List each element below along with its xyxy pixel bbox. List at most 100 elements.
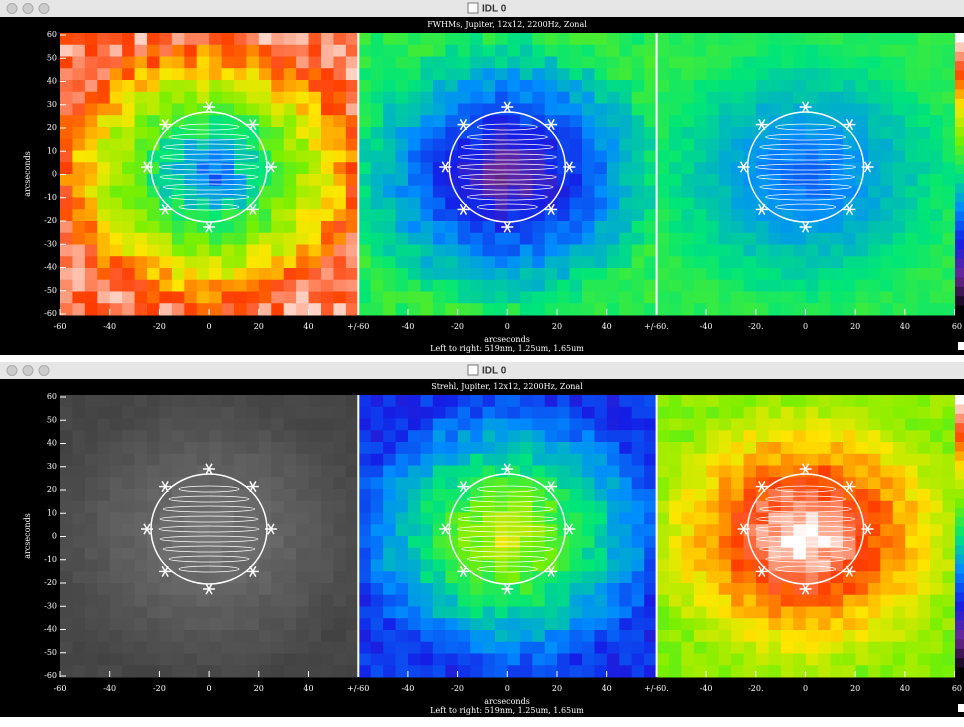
heatmap-cell	[831, 454, 844, 466]
heatmap-cell	[632, 80, 645, 92]
heatmap-cell	[942, 268, 955, 280]
heatmap-cell	[147, 454, 160, 466]
heatmap-cell	[582, 595, 595, 607]
heatmap-cell	[358, 560, 371, 572]
heatmap-cell	[557, 209, 570, 221]
heatmap-cell	[607, 560, 620, 572]
heatmap-cell	[122, 162, 135, 174]
heatmap-cell	[321, 174, 334, 186]
heatmap-cell	[72, 560, 85, 572]
heatmap-cell	[918, 442, 931, 454]
heatmap-cell	[172, 186, 185, 198]
heatmap-cell	[632, 104, 645, 116]
heatmap-cell	[383, 151, 396, 163]
heatmap-cell	[557, 303, 570, 315]
heatmap-cell	[396, 92, 409, 104]
heatmap-cell	[470, 33, 483, 45]
heatmap-cell	[843, 419, 856, 431]
heatmap-cell	[880, 548, 893, 560]
heatmap-cell	[793, 33, 806, 45]
heatmap-cell	[147, 292, 160, 304]
heatmap-cell	[383, 280, 396, 292]
heatmap-cell	[918, 513, 931, 525]
heatmap-cell	[72, 536, 85, 548]
heatmap-cell	[184, 292, 197, 304]
heatmap-cell	[744, 80, 757, 92]
window-button[interactable]	[7, 366, 17, 376]
heatmap-cell	[619, 419, 632, 431]
window-button[interactable]	[23, 366, 33, 376]
heatmap-cell	[744, 618, 757, 630]
heatmap-cell	[731, 256, 744, 268]
colorbar-cell	[955, 221, 964, 231]
heatmap-cell	[768, 583, 781, 595]
heatmap-cell	[458, 245, 471, 257]
heatmap-cell	[483, 57, 496, 69]
heatmap-cell	[259, 618, 272, 630]
heatmap-cell	[607, 303, 620, 315]
heatmap-cell	[284, 477, 297, 489]
heatmap-cell	[371, 186, 384, 198]
heatmap-cell	[719, 139, 732, 151]
heatmap-cell	[209, 68, 222, 80]
heatmap-cell	[110, 419, 123, 431]
heatmap-cell	[706, 595, 719, 607]
heatmap-cell	[545, 607, 558, 619]
heatmap-cell	[806, 33, 819, 45]
heatmap-cell	[806, 303, 819, 315]
heatmap-cell	[234, 642, 247, 654]
heatmap-cell	[85, 104, 98, 116]
heatmap-cell	[694, 245, 707, 257]
heatmap-cell	[122, 665, 135, 677]
heatmap-cell	[60, 477, 73, 489]
heatmap-cell	[793, 127, 806, 139]
heatmap-cell	[657, 151, 670, 163]
heatmap-cell	[781, 186, 794, 198]
window-button[interactable]	[23, 4, 33, 14]
heatmap-cell	[284, 292, 297, 304]
heatmap-cell	[607, 186, 620, 198]
heatmap-cell	[669, 104, 682, 116]
heatmap-cell	[880, 127, 893, 139]
heatmap-cell	[72, 618, 85, 630]
heatmap-cell	[619, 654, 632, 666]
window-button[interactable]	[7, 4, 17, 14]
window-button[interactable]	[39, 4, 49, 14]
heatmap-cell	[296, 513, 309, 525]
heatmap-cell	[806, 45, 819, 57]
heatmap-cell	[507, 139, 520, 151]
heatmap-cell	[694, 430, 707, 442]
heatmap-cell	[135, 209, 148, 221]
heatmap-cell	[321, 595, 334, 607]
heatmap-cell	[172, 419, 185, 431]
heatmap-cell	[855, 665, 868, 677]
heatmap-cell	[97, 536, 110, 548]
heatmap-cell	[694, 583, 707, 595]
heatmap-cell	[271, 395, 284, 407]
heatmap-cell	[507, 595, 520, 607]
heatmap-cell	[408, 68, 421, 80]
heatmap-cell	[184, 548, 197, 560]
heatmap-cell	[768, 151, 781, 163]
heatmap-cell	[831, 233, 844, 245]
heatmap-cell	[172, 665, 185, 677]
heatmap-cell	[433, 442, 446, 454]
window-button[interactable]	[39, 366, 49, 376]
heatmap-cell	[855, 607, 868, 619]
heatmap-cell	[570, 80, 583, 92]
heatmap-cell	[930, 536, 943, 548]
colorbar-cell	[955, 574, 964, 584]
heatmap-cell	[259, 245, 272, 257]
heatmap-cell	[383, 104, 396, 116]
heatmap-cell	[582, 33, 595, 45]
heatmap-cell	[918, 256, 931, 268]
heatmap-cell	[458, 513, 471, 525]
heatmap-cell	[557, 280, 570, 292]
heatmap-cell	[408, 280, 421, 292]
heatmap-cell	[159, 489, 172, 501]
heatmap-cell	[930, 524, 943, 536]
y-tick-label: -50	[44, 648, 57, 657]
heatmap-cell	[507, 571, 520, 583]
heatmap-cell	[309, 233, 322, 245]
heatmap-cell	[632, 245, 645, 257]
